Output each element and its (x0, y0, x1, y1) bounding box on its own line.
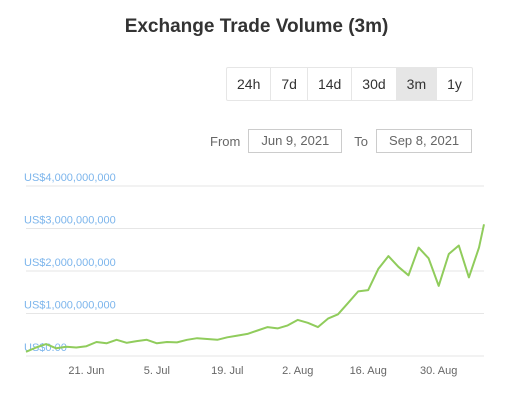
x-tick-label: 21. Jun (68, 365, 104, 377)
range-button-24h[interactable]: 24h (227, 68, 272, 100)
range-button-30d[interactable]: 30d (352, 68, 397, 100)
y-tick-label: US$0.00 (24, 342, 67, 354)
range-button-14d[interactable]: 14d (308, 68, 353, 100)
date-range: From Jun 9, 2021 To Sep 8, 2021 (210, 129, 473, 153)
from-date-input[interactable]: Jun 9, 2021 (248, 129, 343, 153)
range-selector: 24h 7d 14d 30d 3m 1y (226, 67, 473, 101)
range-button-3m[interactable]: 3m (396, 68, 438, 100)
to-label: To (354, 133, 369, 149)
x-tick-label: 5. Jul (144, 365, 170, 377)
x-tick-label: 16. Aug (350, 365, 387, 377)
volume-line-chart: US$0.00 US$1,000,000,000 US$2,000,000,000 U… (24, 172, 485, 377)
y-tick-label: US$2,000,000,000 (24, 257, 116, 269)
from-label: From (210, 133, 241, 149)
x-tick-label: 2. Aug (282, 365, 313, 377)
y-tick-label: US$4,000,000,000 (24, 172, 116, 184)
chart-title: Exchange Trade Volume (3m) (124, 16, 389, 37)
y-tick-label: US$3,000,000,000 (24, 215, 116, 227)
x-tick-label: 19. Jul (211, 365, 243, 377)
y-tick-label: US$1,000,000,000 (24, 300, 116, 312)
range-button-1y[interactable]: 1y (447, 76, 462, 92)
to-date-input[interactable]: Sep 8, 2021 (376, 129, 473, 153)
series-line (25, 224, 485, 353)
x-tick-label: 30. Aug (420, 365, 457, 377)
range-button-7d[interactable]: 7d (271, 68, 308, 100)
